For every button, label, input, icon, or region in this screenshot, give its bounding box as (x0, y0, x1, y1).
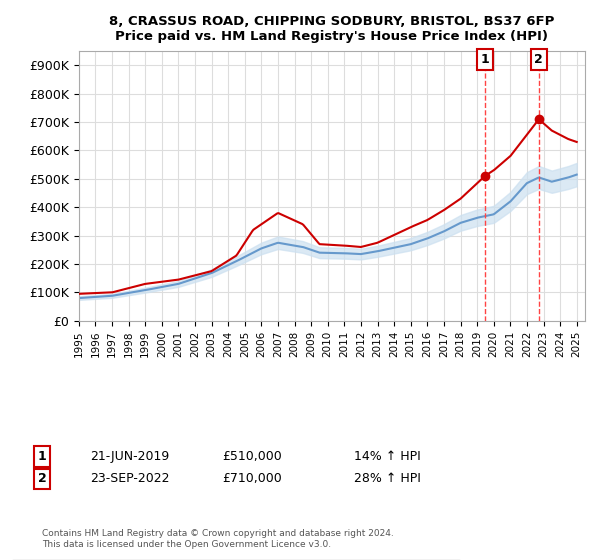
Text: 14% ↑ HPI: 14% ↑ HPI (354, 450, 421, 463)
Text: 1: 1 (481, 53, 489, 66)
Text: Contains HM Land Registry data © Crown copyright and database right 2024.
This d: Contains HM Land Registry data © Crown c… (42, 529, 394, 549)
Text: 23-SEP-2022: 23-SEP-2022 (90, 472, 170, 486)
Text: 1: 1 (38, 450, 46, 463)
Text: 2: 2 (535, 53, 543, 66)
Text: 28% ↑ HPI: 28% ↑ HPI (354, 472, 421, 486)
Text: £710,000: £710,000 (222, 472, 282, 486)
Text: 21-JUN-2019: 21-JUN-2019 (90, 450, 169, 463)
Text: £510,000: £510,000 (222, 450, 282, 463)
Text: 2: 2 (38, 472, 46, 486)
Title: 8, CRASSUS ROAD, CHIPPING SODBURY, BRISTOL, BS37 6FP
Price paid vs. HM Land Regi: 8, CRASSUS ROAD, CHIPPING SODBURY, BRIST… (109, 15, 554, 43)
